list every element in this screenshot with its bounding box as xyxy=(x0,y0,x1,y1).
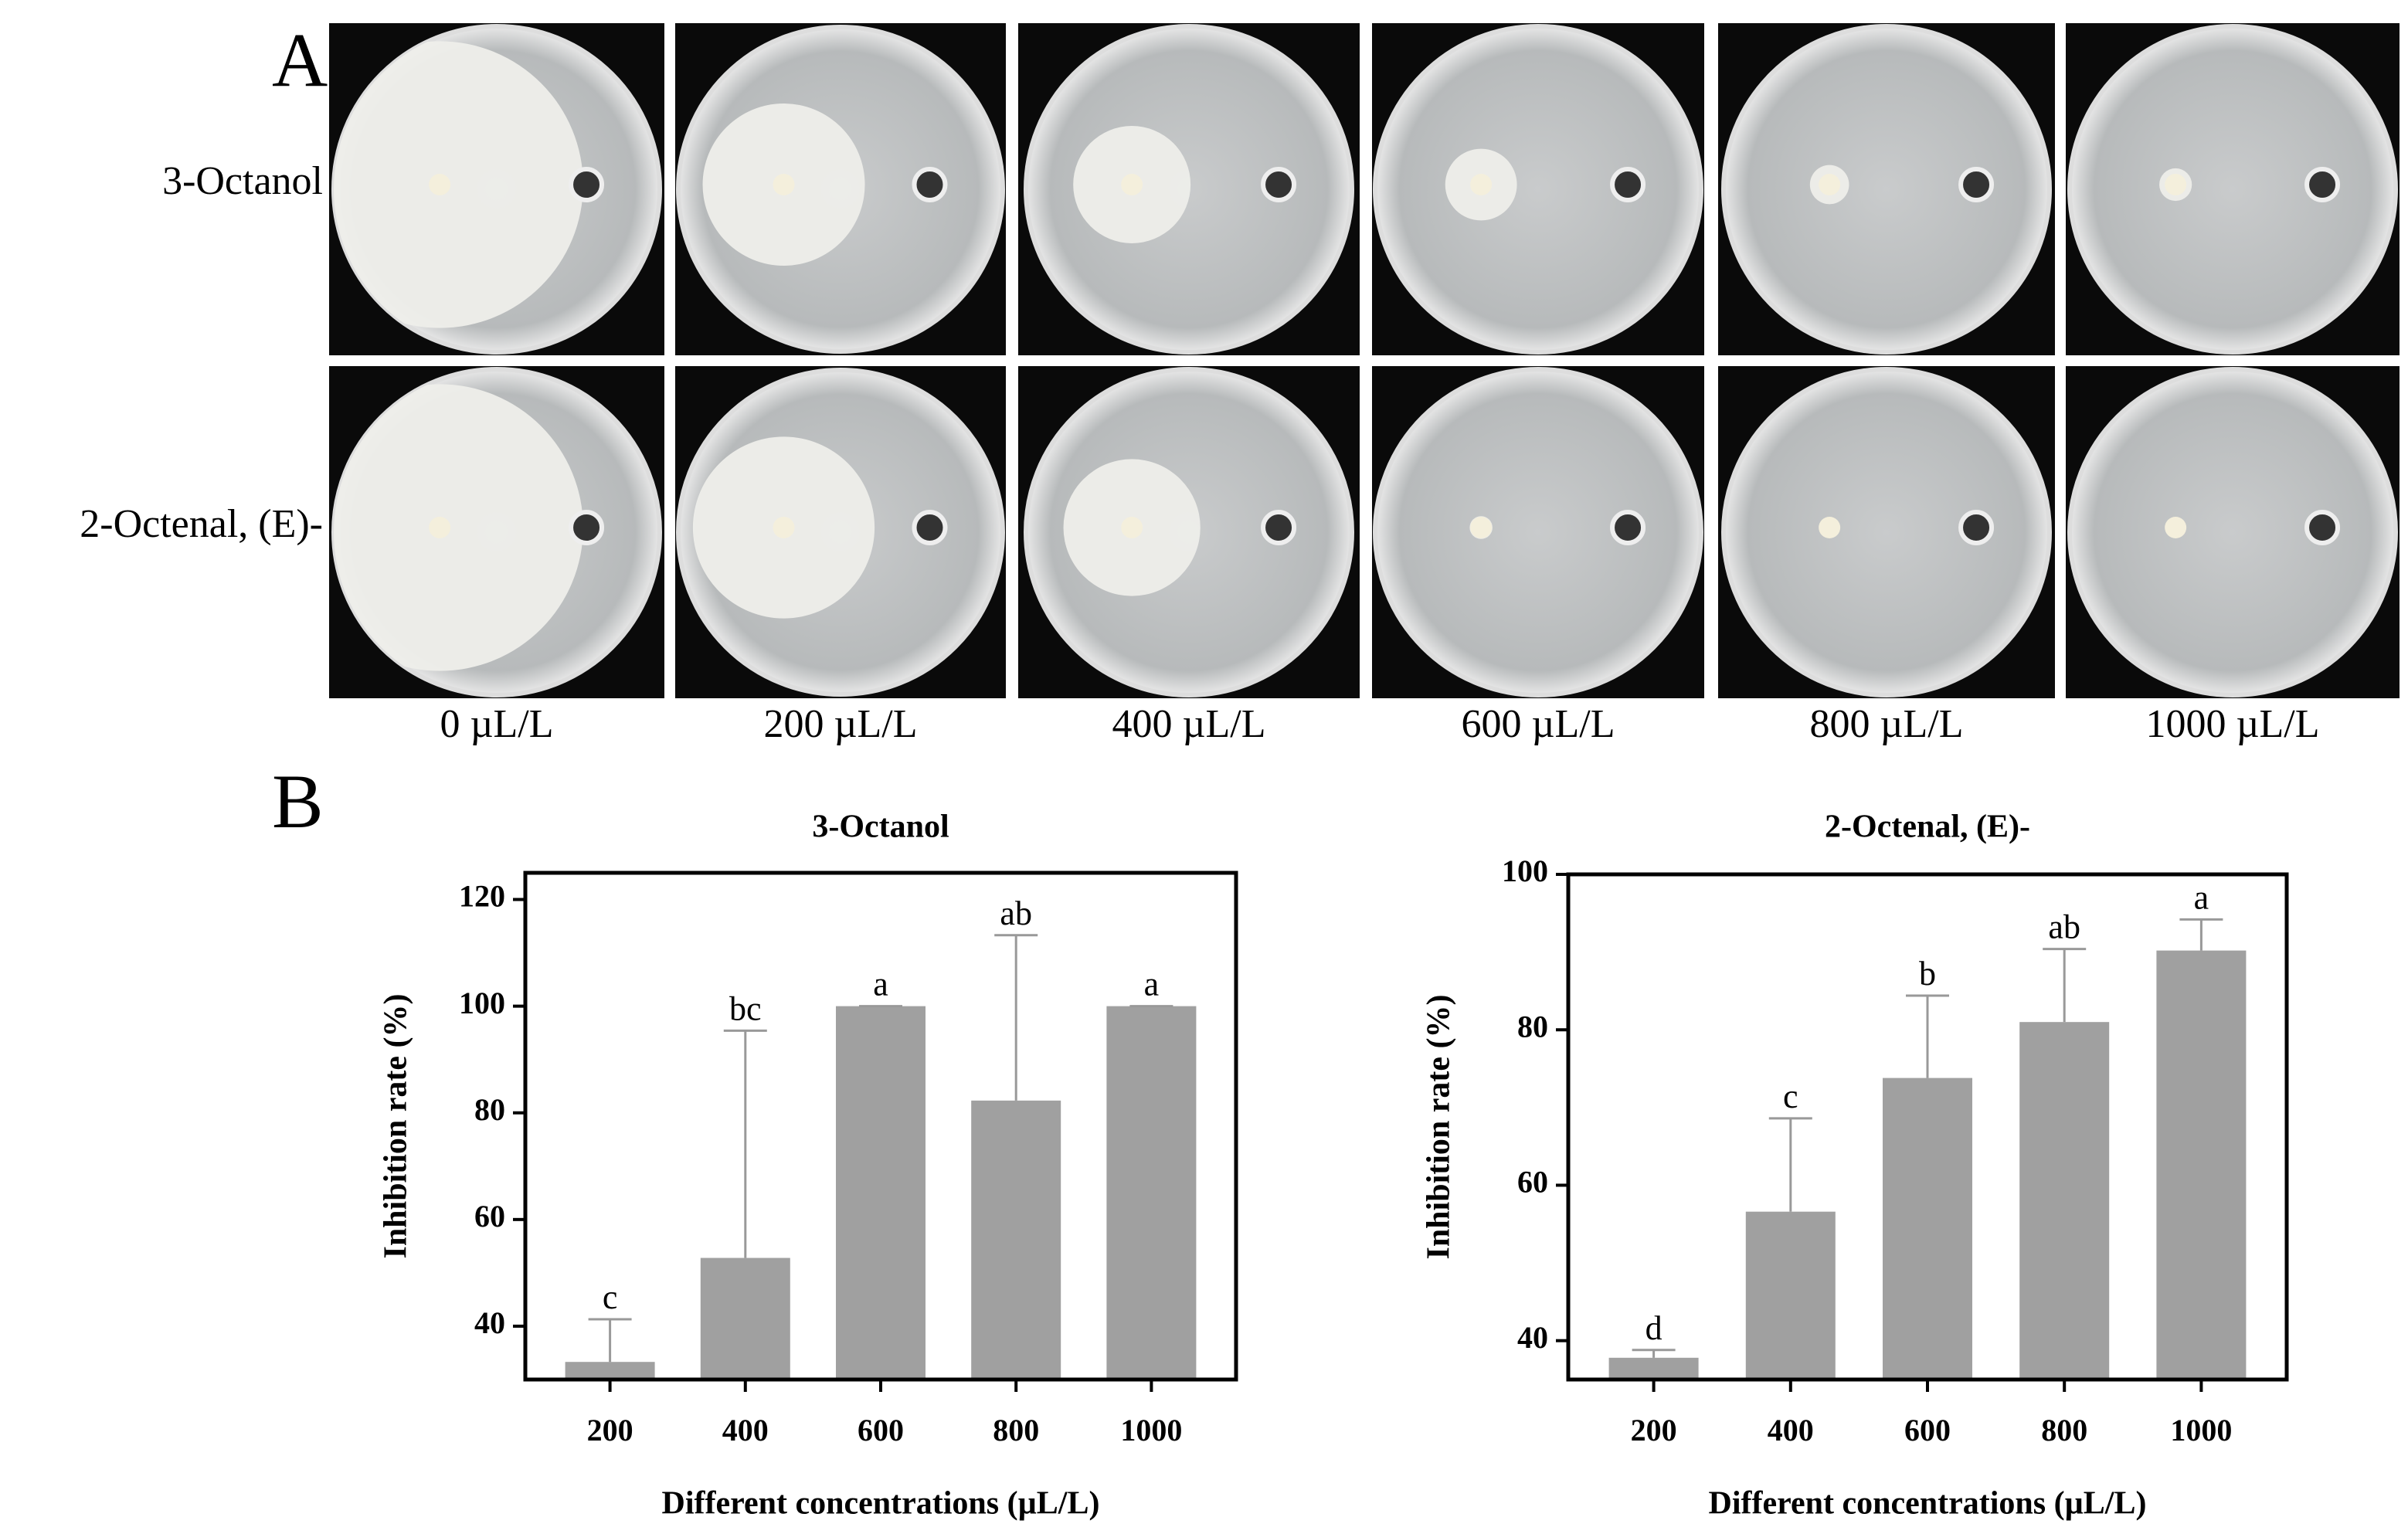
y-tick-label: 40 xyxy=(1517,1320,1548,1355)
chart-title: 3-Octanol xyxy=(812,809,949,845)
inoculum xyxy=(2165,174,2187,195)
error-bar xyxy=(723,1029,767,1258)
inoculum xyxy=(773,517,795,538)
x-tick-label: 600 xyxy=(858,1413,904,1447)
well xyxy=(1958,167,1995,202)
error-bar xyxy=(1768,1117,1812,1212)
error-bar xyxy=(1906,994,1949,1078)
inoculum xyxy=(773,174,795,195)
bar xyxy=(2156,950,2247,1380)
column-label: 1000 µL/L xyxy=(2146,702,2320,746)
x-tick-label: 1000 xyxy=(1120,1413,1182,1447)
inoculum xyxy=(1470,174,1493,195)
well xyxy=(1610,510,1646,545)
x-tick-label: 600 xyxy=(1904,1413,1951,1447)
plot-frame xyxy=(523,871,1238,1382)
bar xyxy=(1883,1078,1972,1380)
inoculum xyxy=(1470,517,1493,538)
y-tick-label: 80 xyxy=(1517,1009,1548,1044)
well xyxy=(912,167,948,202)
y-tick-label: 120 xyxy=(459,879,505,914)
significance-letter: d xyxy=(1646,1309,1663,1347)
y-axis-label: Inhibition rate (%) xyxy=(1421,994,1457,1259)
x-tick-label: 800 xyxy=(2041,1413,2087,1447)
x-axis-label: Different concentrations (µL/L) xyxy=(662,1486,1100,1522)
significance-letter: bc xyxy=(729,989,762,1027)
well xyxy=(2304,510,2341,545)
error-bar xyxy=(1632,1349,1676,1358)
error-bar xyxy=(588,1318,632,1363)
well xyxy=(569,510,605,545)
column-label: 200 µL/L xyxy=(764,702,918,746)
y-tick-label: 100 xyxy=(1502,854,1548,888)
petri-dish xyxy=(1721,367,2052,697)
bar xyxy=(836,1006,926,1380)
y-tick-label: 80 xyxy=(474,1092,505,1127)
x-tick-label: 1000 xyxy=(2170,1413,2232,1447)
well xyxy=(1610,167,1646,202)
petri-dish xyxy=(2067,24,2398,355)
x-axis-label: Different concentrations (µL/L) xyxy=(1709,1486,2147,1522)
inoculum xyxy=(1121,174,1143,195)
significance-letter: c xyxy=(1783,1078,1798,1115)
x-tick-label: 400 xyxy=(1768,1413,1814,1447)
error-bar xyxy=(994,934,1038,1101)
petri-dish xyxy=(2067,367,2398,697)
y-tick-label: 60 xyxy=(474,1199,505,1234)
y-tick-label: 60 xyxy=(1517,1165,1548,1200)
column-label: 600 µL/L xyxy=(1462,702,1615,746)
well xyxy=(1958,510,1995,545)
inoculum xyxy=(429,517,451,538)
inoculum xyxy=(1121,517,1143,538)
well xyxy=(1261,167,1297,202)
bar xyxy=(1745,1211,1836,1380)
error-bar xyxy=(2179,918,2223,951)
column-label: 800 µL/L xyxy=(1810,702,1964,746)
row-label: 2-Octenal, (E)- xyxy=(80,502,323,546)
row-label: 3-Octanol xyxy=(162,159,323,203)
well xyxy=(2304,167,2341,202)
y-tick-label: 100 xyxy=(459,986,505,1020)
significance-letter: c xyxy=(603,1278,618,1316)
error-bar xyxy=(2043,948,2087,1023)
inoculum xyxy=(1819,517,1841,538)
y-tick-label: 40 xyxy=(474,1305,505,1340)
inoculum xyxy=(2165,517,2187,538)
significance-letter: a xyxy=(2194,878,2209,916)
petri-dish xyxy=(1721,24,2052,355)
bar xyxy=(971,1100,1061,1380)
x-tick-label: 400 xyxy=(722,1413,769,1447)
inoculum xyxy=(1819,174,1841,195)
well xyxy=(569,167,605,202)
petri-dish xyxy=(1373,24,1703,355)
significance-letter: a xyxy=(1144,966,1160,1003)
significance-letter: b xyxy=(1919,955,1936,993)
bar xyxy=(1106,1006,1197,1380)
bar xyxy=(700,1257,790,1380)
x-tick-label: 800 xyxy=(993,1413,1039,1447)
bar xyxy=(1608,1357,1699,1380)
well xyxy=(912,510,948,545)
chart-title: 2-Octenal, (E)- xyxy=(1825,809,2030,845)
panel-label: A xyxy=(272,17,328,103)
bar xyxy=(565,1362,655,1380)
significance-letter: a xyxy=(873,966,888,1003)
column-label: 400 µL/L xyxy=(1112,702,1266,746)
x-tick-label: 200 xyxy=(1631,1413,1677,1447)
significance-letter: ab xyxy=(1000,894,1032,932)
bar xyxy=(2019,1022,2110,1380)
column-label: 0 µL/L xyxy=(440,702,554,746)
x-tick-label: 200 xyxy=(587,1413,633,1447)
plot-frame xyxy=(1566,872,2289,1382)
y-axis-label: Inhibition rate (%) xyxy=(379,993,414,1258)
petri-dish xyxy=(1373,367,1703,697)
inoculum xyxy=(429,174,451,195)
significance-letter: ab xyxy=(2048,908,2080,946)
well xyxy=(1261,510,1297,545)
panel-label: B xyxy=(272,759,324,844)
